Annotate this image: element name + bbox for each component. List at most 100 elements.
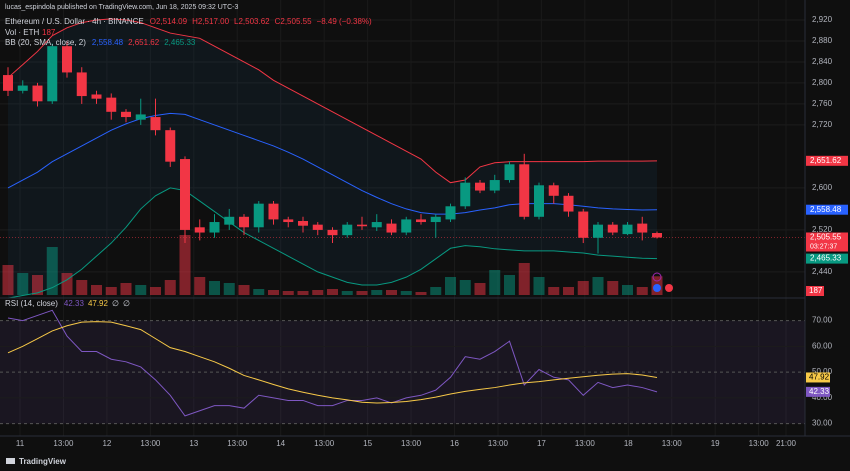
rsi-ma-line (7, 321, 658, 404)
rsi-value: ∅ (112, 299, 119, 308)
candle-body (165, 130, 176, 162)
volume-bar (32, 275, 43, 295)
x-tick-label: 15 (363, 439, 372, 448)
axis: 2,920 2,880 2,840 2,800 2,760 2,720 2,600 2,520… (16, 15, 848, 448)
ohlc-value: H2,517.00 (192, 17, 229, 26)
candle-body (475, 182, 485, 191)
candle-body (504, 164, 515, 181)
candle-body (121, 111, 131, 118)
candle-body (460, 182, 471, 207)
price-label: 2,651.62 (810, 156, 842, 165)
symbol: Ethereum / U.S. Dollar · 4h · BINANCE (5, 17, 144, 26)
volume-bar (533, 277, 545, 295)
volume-bar (268, 290, 279, 295)
candle-body (76, 72, 87, 97)
bb-value: 2,651.62 (128, 38, 160, 47)
event-icon[interactable] (653, 284, 661, 292)
x-tick-label: 13:00 (575, 439, 596, 448)
volume-bar (253, 289, 265, 295)
volume-label: Vol · ETH (5, 28, 39, 37)
volume-bar (504, 275, 515, 295)
ohlc-value: C2,505.55 (275, 17, 312, 26)
candle-body (327, 229, 338, 236)
x-tick-label: 21:00 (776, 439, 797, 448)
volume-bar (61, 273, 73, 295)
x-tick-label: 11 (16, 439, 25, 448)
volume-bar (327, 289, 338, 295)
ohlc-value: L2,503.62 (234, 17, 270, 26)
candle-body (106, 97, 117, 112)
brand-text: TradingView (19, 457, 67, 466)
x-tick-label: 13:00 (140, 439, 161, 448)
x-tick-label: 13:00 (53, 439, 74, 448)
volume-bar (518, 263, 530, 295)
x-tick-label: 12 (102, 439, 111, 448)
volume-bar (120, 283, 132, 295)
candle-body (239, 216, 249, 228)
rsi-tick-label: 50.00 (812, 367, 833, 376)
price-label-bg (806, 204, 848, 215)
candle-body (386, 223, 397, 233)
volume-bar (150, 287, 161, 295)
rsi-value-label: 47.92 (809, 373, 830, 382)
countdown: 03:27:37 (810, 243, 837, 250)
rsi-label: RSI (14, close) (5, 299, 58, 308)
volume-bar (194, 277, 206, 295)
volume-bar (135, 285, 147, 295)
y-tick-label: 2,800 (812, 78, 833, 87)
candle-body (3, 75, 13, 91)
event-icon[interactable] (652, 272, 662, 282)
candle-body (150, 117, 161, 131)
volume-bar (223, 283, 235, 295)
candle-body (416, 219, 426, 223)
y-tick-label: 2,880 (812, 36, 833, 45)
y-tick-label: 2,920 (812, 15, 833, 24)
volume-bar (105, 287, 117, 295)
volume-bar (415, 292, 427, 295)
candle-body (209, 222, 220, 233)
volume-bar (400, 291, 412, 295)
x-tick-label: 17 (537, 439, 546, 448)
candle-body (445, 206, 456, 220)
bb-upper (7, 18, 658, 184)
event-icon[interactable] (665, 284, 673, 292)
candle-body (548, 185, 559, 196)
candle-body (637, 223, 648, 233)
volume-bar (209, 281, 220, 295)
volume-bar (91, 285, 102, 295)
volume-bar (356, 291, 368, 295)
price-label: 2,465.33 (810, 254, 842, 263)
volume-bar (76, 280, 88, 295)
volume-bar (238, 285, 250, 295)
price-label: 2,505.55 (810, 233, 842, 242)
x-tick-label: 13:00 (227, 439, 248, 448)
x-tick-label: 18 (624, 439, 633, 448)
y-tick-label: 2,520 (812, 225, 833, 234)
x-tick-label: 13:00 (749, 439, 770, 448)
candle-body (180, 159, 190, 230)
volume-bar (577, 281, 589, 295)
grid (0, 0, 805, 436)
volume-bar (592, 277, 604, 295)
rsi-value: ∅ (123, 299, 130, 308)
candle-body (519, 164, 530, 217)
volume-bar (164, 280, 176, 295)
ohlc-value: −8.49 (−0.38%) (317, 17, 372, 26)
candle-body (357, 224, 367, 227)
volume-bar (489, 270, 501, 295)
price-label-bg (806, 232, 848, 252)
candle-body (298, 220, 308, 226)
candle-body (578, 211, 589, 238)
y-tick-label: 2,720 (812, 120, 833, 129)
volume-value: 187 (42, 28, 56, 37)
volume-bar (445, 277, 456, 295)
x-tick-label: 13 (189, 439, 198, 448)
volume-bar (563, 287, 574, 295)
publisher: lucas_espindola published on TradingView… (5, 4, 238, 11)
candle-body (593, 224, 603, 238)
candle-body (47, 46, 58, 102)
bb-fill (8, 18, 657, 299)
candle-body (607, 224, 618, 233)
